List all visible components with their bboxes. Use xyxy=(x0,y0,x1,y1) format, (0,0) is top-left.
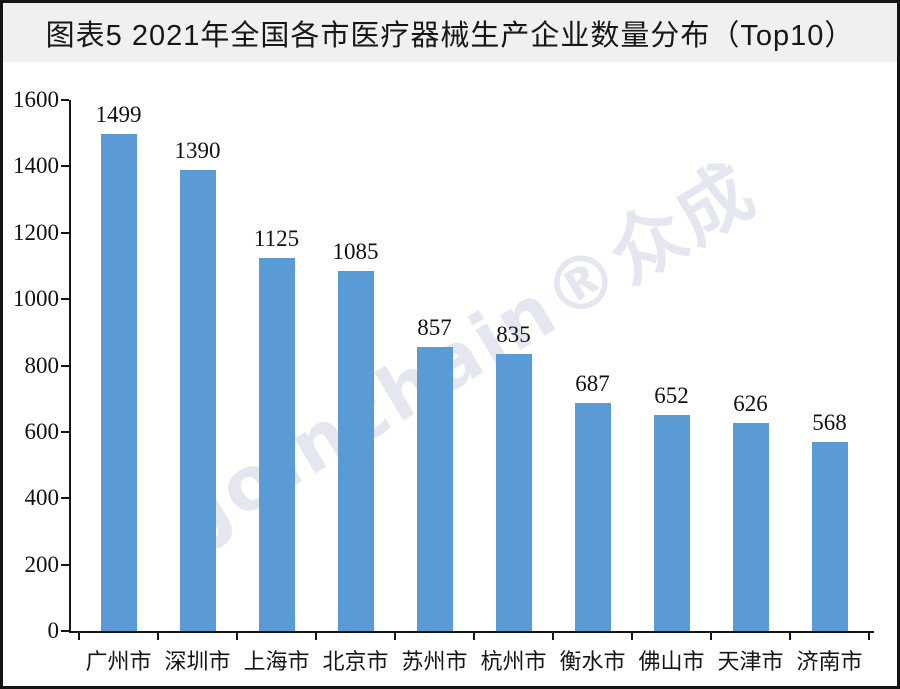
x-category-label: 苏州市 xyxy=(401,649,468,674)
bar xyxy=(179,169,216,631)
x-axis-tick xyxy=(315,633,317,640)
y-tick-label: 1400 xyxy=(13,153,59,179)
x-axis-tick xyxy=(789,633,791,640)
chart-title-band: 图表5 2021年全国各市医疗器械生产企业数量分布（Top10） xyxy=(3,3,897,62)
bar xyxy=(100,133,137,631)
bar xyxy=(258,257,295,631)
y-axis-line xyxy=(69,100,71,633)
bar-value-label: 857 xyxy=(417,314,452,340)
y-tick-label: 600 xyxy=(24,418,60,444)
y-tick-label: 400 xyxy=(24,485,60,511)
y-tick-label: 800 xyxy=(24,352,60,378)
x-category-label: 北京市 xyxy=(322,649,389,674)
bar-value-label: 652 xyxy=(654,382,689,408)
bar-value-label: 1085 xyxy=(332,238,379,264)
bar-value-label: 1125 xyxy=(253,225,300,251)
y-axis-tick xyxy=(61,497,69,500)
y-tick-label: 1200 xyxy=(13,219,59,245)
y-axis-tick xyxy=(61,231,69,234)
bar-value-label: 1499 xyxy=(95,101,142,127)
bar xyxy=(574,403,611,631)
x-axis-tick xyxy=(394,633,396,640)
x-category-label: 杭州市 xyxy=(480,649,547,674)
x-category-label: 上海市 xyxy=(243,649,310,674)
bar xyxy=(337,270,374,631)
x-axis-tick xyxy=(868,633,870,640)
x-category-label: 深圳市 xyxy=(164,649,231,674)
x-category-label: 佛山市 xyxy=(638,649,705,674)
x-axis-tick xyxy=(78,633,80,640)
y-axis-tick xyxy=(61,298,69,301)
y-axis-tick xyxy=(61,99,69,101)
chart-title: 图表5 2021年全国各市医疗器械生产企业数量分布（Top10） xyxy=(45,19,855,52)
y-axis-tick xyxy=(61,165,69,168)
y-axis-tick xyxy=(61,563,69,566)
x-axis-tick xyxy=(473,633,475,640)
x-axis-tick xyxy=(710,633,712,640)
plot-area: 0 200 400 600 800 1000 1200 1400 1600 1499 广州市 1390… xyxy=(3,3,897,686)
y-tick-label: 1600 xyxy=(13,87,59,112)
y-tick-label: 200 xyxy=(24,551,60,577)
x-axis-tick xyxy=(552,633,554,640)
x-axis-tick xyxy=(631,633,633,640)
bar-value-label: 568 xyxy=(812,410,847,436)
x-category-label: 济南市 xyxy=(796,649,863,674)
bar xyxy=(416,346,453,631)
y-tick-label: 1000 xyxy=(13,286,59,312)
bar-value-label: 687 xyxy=(575,371,610,396)
x-axis-line xyxy=(69,631,874,633)
bar xyxy=(495,353,532,631)
x-axis-tick xyxy=(157,633,159,640)
y-axis-tick xyxy=(61,364,69,367)
x-category-label: 天津市 xyxy=(717,649,784,674)
x-category-label: 广州市 xyxy=(85,649,152,674)
bar xyxy=(653,414,690,631)
bar xyxy=(732,423,769,631)
x-axis-tick xyxy=(236,633,238,640)
x-category-label: 衡水市 xyxy=(559,649,626,674)
y-axis-tick xyxy=(61,430,69,433)
bar xyxy=(811,442,848,631)
bar-value-label: 1390 xyxy=(174,137,221,163)
bar-value-label: 626 xyxy=(733,391,768,417)
y-axis-tick xyxy=(61,630,69,632)
bar-value-label: 835 xyxy=(496,321,531,347)
y-tick-label: 0 xyxy=(47,618,60,643)
